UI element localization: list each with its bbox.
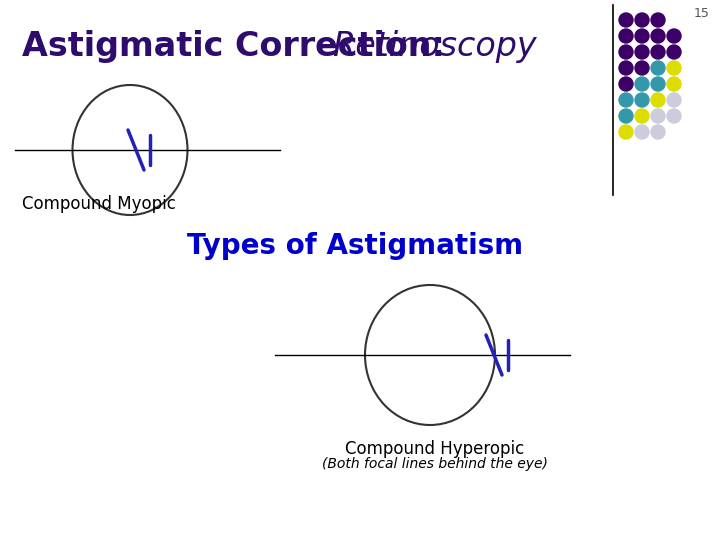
Circle shape <box>667 29 681 43</box>
Circle shape <box>667 61 681 75</box>
Circle shape <box>667 93 681 107</box>
Text: Compound Hyperopic: Compound Hyperopic <box>346 440 525 458</box>
Circle shape <box>667 109 681 123</box>
Circle shape <box>635 13 649 27</box>
Circle shape <box>667 77 681 91</box>
Circle shape <box>635 93 649 107</box>
Circle shape <box>619 29 633 43</box>
Circle shape <box>619 61 633 75</box>
Circle shape <box>651 109 665 123</box>
Text: Compound Myopic: Compound Myopic <box>22 195 176 213</box>
Circle shape <box>619 109 633 123</box>
Circle shape <box>635 61 649 75</box>
Circle shape <box>619 125 633 139</box>
Text: Astigmatic Correction:: Astigmatic Correction: <box>22 30 456 63</box>
Circle shape <box>651 93 665 107</box>
Circle shape <box>635 109 649 123</box>
Circle shape <box>651 45 665 59</box>
Circle shape <box>619 45 633 59</box>
Circle shape <box>619 13 633 27</box>
Circle shape <box>635 45 649 59</box>
Circle shape <box>651 29 665 43</box>
Circle shape <box>651 125 665 139</box>
Circle shape <box>651 13 665 27</box>
Circle shape <box>651 61 665 75</box>
Circle shape <box>667 45 681 59</box>
Text: 15: 15 <box>694 7 710 20</box>
Circle shape <box>619 77 633 91</box>
Text: Types of Astigmatism: Types of Astigmatism <box>187 232 523 260</box>
Circle shape <box>651 77 665 91</box>
Text: (Both focal lines behind the eye): (Both focal lines behind the eye) <box>322 457 548 471</box>
Circle shape <box>619 93 633 107</box>
Circle shape <box>635 77 649 91</box>
Circle shape <box>635 29 649 43</box>
Circle shape <box>635 125 649 139</box>
Text: Retinoscopy: Retinoscopy <box>332 30 536 63</box>
